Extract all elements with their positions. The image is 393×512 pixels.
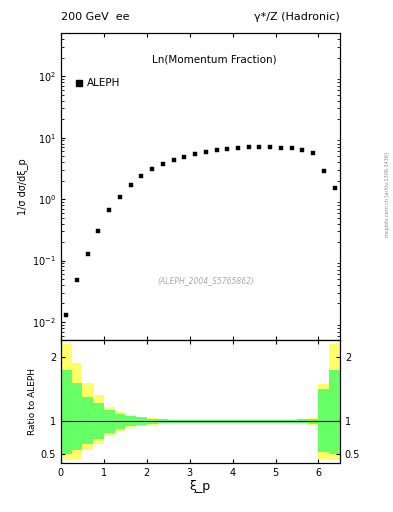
Bar — [243, 420, 254, 423]
Bar — [158, 419, 168, 424]
Bar — [72, 382, 83, 451]
Bar — [61, 370, 72, 454]
Bar — [115, 412, 125, 431]
Bar — [136, 417, 147, 425]
Y-axis label: Ratio to ALEPH: Ratio to ALEPH — [28, 369, 37, 435]
Bar — [318, 384, 329, 459]
Bar — [61, 344, 72, 460]
Bar — [265, 420, 275, 423]
Bar — [125, 416, 136, 426]
Bar — [318, 389, 329, 453]
Bar — [222, 419, 233, 423]
Bar — [190, 420, 200, 423]
Bar — [275, 419, 286, 423]
Bar — [286, 420, 297, 423]
Bar — [211, 420, 222, 423]
Bar — [329, 370, 340, 454]
Bar — [200, 420, 211, 423]
Bar — [222, 420, 233, 423]
Bar — [297, 419, 308, 423]
Bar — [168, 419, 179, 423]
Text: γ*/Z (Hadronic): γ*/Z (Hadronic) — [254, 11, 340, 22]
Bar — [254, 419, 265, 423]
Bar — [211, 419, 222, 423]
Bar — [233, 419, 243, 423]
Bar — [104, 407, 115, 436]
Bar — [190, 419, 200, 423]
Bar — [179, 419, 190, 423]
Bar — [115, 414, 125, 429]
Text: 200 GeV  ee: 200 GeV ee — [61, 11, 129, 22]
Bar — [168, 420, 179, 423]
Bar — [254, 420, 265, 423]
Bar — [93, 395, 104, 444]
Bar — [104, 410, 115, 433]
Bar — [297, 419, 308, 424]
Bar — [158, 419, 168, 423]
Bar — [147, 418, 158, 424]
Bar — [83, 382, 93, 451]
Bar — [179, 420, 190, 423]
Bar — [308, 419, 318, 424]
Bar — [286, 419, 297, 423]
Bar — [147, 419, 158, 424]
Bar — [83, 397, 93, 444]
Bar — [275, 420, 286, 423]
Bar — [93, 403, 104, 439]
Bar — [136, 417, 147, 426]
Bar — [329, 344, 340, 460]
Text: Ln(Momentum Fraction): Ln(Momentum Fraction) — [152, 55, 277, 65]
Bar — [308, 418, 318, 424]
Text: mcplots.cern.ch [arXiv:1306.3436]: mcplots.cern.ch [arXiv:1306.3436] — [385, 152, 389, 237]
Bar — [265, 419, 275, 423]
X-axis label: ξ_p: ξ_p — [190, 480, 211, 493]
Legend: ALEPH: ALEPH — [72, 75, 124, 92]
Bar — [233, 420, 243, 423]
Bar — [72, 363, 83, 459]
Y-axis label: 1/σ dσ/dξ_p: 1/σ dσ/dξ_p — [17, 159, 28, 215]
Bar — [243, 419, 254, 423]
Text: (ALEPH_2004_S5765862): (ALEPH_2004_S5765862) — [158, 276, 255, 285]
Bar — [200, 419, 211, 423]
Bar — [125, 415, 136, 428]
